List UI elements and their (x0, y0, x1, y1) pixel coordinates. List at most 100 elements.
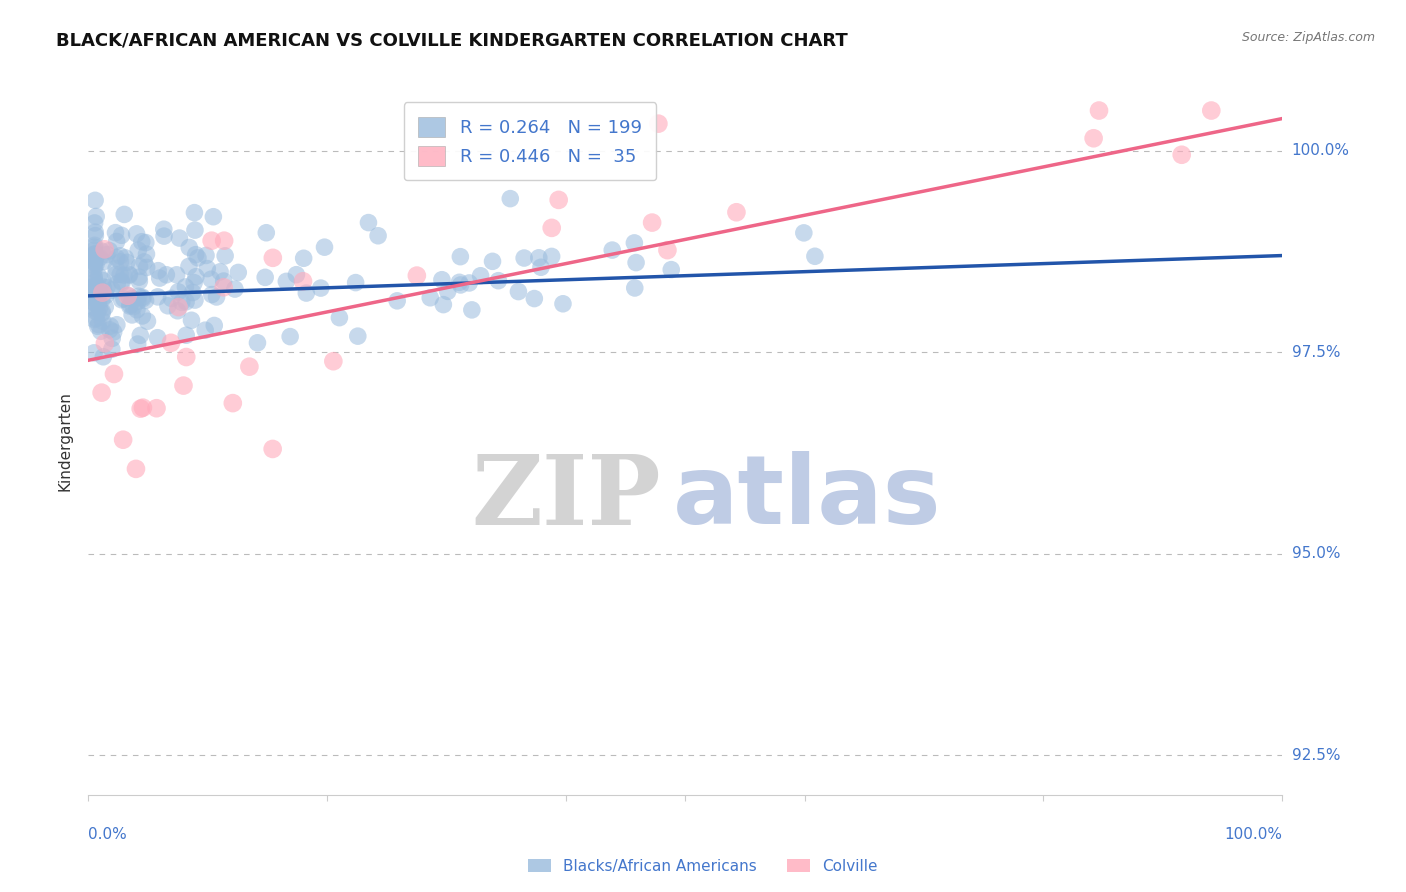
Point (135, 260, 157, 275)
Point (461, 302, 484, 317)
Point (224, 282, 246, 296)
Point (623, 235, 645, 250)
Point (112, 433, 135, 447)
Point (623, 281, 645, 295)
Point (547, 193, 569, 207)
Text: 92.5%: 92.5% (1292, 747, 1340, 763)
Point (91, 285, 114, 300)
Point (127, 337, 149, 351)
Point (132, 401, 155, 415)
Point (246, 335, 269, 350)
Point (160, 335, 183, 350)
Point (125, 462, 148, 476)
Point (205, 290, 228, 304)
Point (91, 304, 114, 318)
Point (83, 291, 105, 305)
Point (146, 290, 169, 304)
Point (98, 323, 121, 337)
Point (202, 210, 225, 224)
Point (179, 240, 201, 254)
Point (84, 293, 107, 308)
Text: Source: ZipAtlas.com: Source: ZipAtlas.com (1241, 31, 1375, 45)
Point (83, 312, 105, 326)
Point (174, 280, 197, 294)
Point (105, 235, 128, 249)
Text: 100.0%: 100.0% (1225, 827, 1282, 842)
Point (167, 285, 190, 299)
Point (83, 259, 105, 273)
Point (540, 249, 562, 263)
Point (647, 117, 669, 131)
Point (91, 306, 114, 320)
Point (357, 216, 380, 230)
Point (527, 251, 550, 265)
Point (181, 285, 204, 300)
Point (449, 275, 471, 289)
Point (108, 268, 131, 282)
Point (108, 249, 131, 263)
Text: 95.0%: 95.0% (1292, 546, 1340, 561)
Point (450, 277, 472, 292)
Point (112, 292, 135, 306)
Point (91, 314, 114, 328)
Point (551, 297, 574, 311)
Point (184, 269, 207, 284)
Point (129, 328, 152, 343)
Point (322, 354, 344, 368)
Text: BLACK/AFRICAN AMERICAN VS COLVILLE KINDERGARTEN CORRELATION CHART: BLACK/AFRICAN AMERICAN VS COLVILLE KINDE… (56, 31, 848, 49)
Point (118, 289, 141, 303)
Point (83, 243, 105, 257)
Point (174, 350, 197, 364)
Point (83, 285, 105, 300)
Point (87, 293, 110, 308)
Point (83, 303, 105, 318)
Point (90, 385, 112, 400)
Point (725, 205, 748, 219)
Point (262, 251, 284, 265)
Point (86, 319, 108, 334)
Point (194, 323, 217, 337)
Point (83, 262, 105, 277)
Point (160, 292, 183, 306)
Point (153, 229, 176, 244)
Point (84, 282, 107, 296)
Point (84, 249, 107, 263)
Text: 100.0%: 100.0% (1292, 144, 1350, 158)
Point (624, 255, 647, 269)
Point (118, 268, 141, 282)
Point (127, 294, 149, 309)
Point (91, 274, 114, 288)
Point (470, 268, 492, 283)
Point (486, 274, 509, 288)
Point (135, 247, 157, 261)
Point (114, 251, 136, 265)
Point (89, 301, 111, 315)
Point (83, 296, 105, 310)
Point (209, 265, 232, 279)
Point (84, 228, 107, 243)
Point (200, 272, 222, 286)
Point (83, 252, 105, 266)
Point (212, 274, 235, 288)
Point (83, 269, 105, 284)
Point (83, 280, 105, 294)
Point (432, 297, 454, 311)
Text: ZIP: ZIP (472, 450, 661, 545)
Point (804, 249, 827, 263)
Point (155, 268, 177, 282)
Point (94, 336, 117, 351)
Point (110, 228, 132, 243)
Point (112, 268, 135, 282)
Point (132, 292, 155, 306)
Point (145, 401, 167, 416)
Point (83, 248, 105, 262)
Point (128, 270, 150, 285)
Point (458, 276, 481, 290)
Point (128, 289, 150, 303)
Point (103, 325, 125, 339)
Point (385, 293, 408, 308)
Point (83, 255, 105, 269)
Point (314, 240, 336, 254)
Point (174, 294, 197, 309)
Point (530, 260, 553, 275)
